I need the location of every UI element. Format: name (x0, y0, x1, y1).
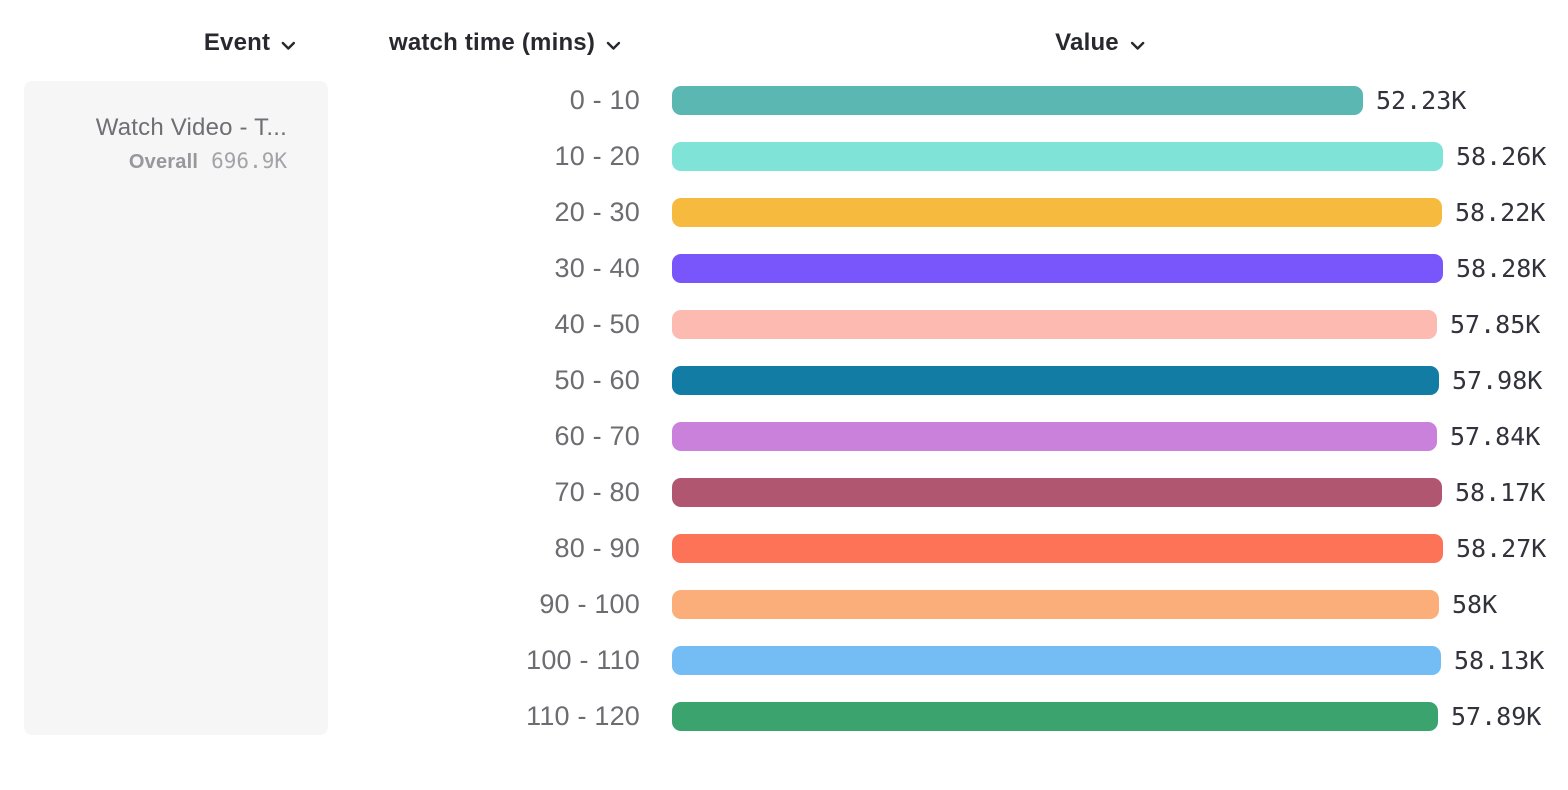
column-header-event-label: Event (203, 28, 271, 56)
value-bar[interactable] (672, 645, 1441, 675)
bar-value-label: 58.28K (1456, 253, 1547, 283)
bar-row: 30 - 40 58.28K (420, 240, 1568, 296)
bucket-label: 70 - 80 (554, 476, 640, 507)
bar-row: 70 - 80 58.17K (420, 464, 1568, 520)
overall-label: Overall (128, 151, 199, 173)
event-overall-row: Overall 696.9K (44, 149, 287, 174)
bar-value-label: 57.84K (1450, 421, 1541, 451)
value-bar[interactable] (672, 141, 1443, 171)
bar-value-label: 57.98K (1452, 365, 1543, 395)
bar-row: 10 - 20 58.26K (420, 128, 1568, 184)
bar-value-label: 57.89K (1451, 701, 1542, 731)
column-header-breakdown[interactable]: watch time (mins) (389, 27, 621, 58)
bar-row: 50 - 60 57.98K (420, 352, 1568, 408)
event-title: Watch Video - T... (95, 114, 287, 141)
bucket-label: 0 - 10 (569, 84, 640, 115)
value-bar[interactable] (672, 309, 1437, 339)
bucket-label: 30 - 40 (554, 252, 640, 283)
chevron-down-icon (281, 30, 296, 58)
bar-value-label: 58.27K (1456, 533, 1547, 563)
bucket-label: 40 - 50 (554, 308, 640, 339)
bar-value-label: 58.22K (1455, 197, 1546, 227)
value-bar[interactable] (672, 589, 1439, 619)
bar-value-label: 58.13K (1454, 645, 1545, 675)
event-summary-card: Watch Video - T... Overall 696.9K (24, 81, 328, 735)
overall-value: 696.9K (211, 149, 287, 173)
bucket-label: 110 - 120 (526, 700, 640, 731)
value-bar[interactable] (672, 85, 1363, 115)
chevron-down-icon (606, 30, 621, 58)
bar-row: 40 - 50 57.85K (420, 296, 1568, 352)
column-header-breakdown-label: watch time (mins) (388, 28, 596, 56)
value-bar[interactable] (672, 701, 1438, 731)
bucket-label: 50 - 60 (554, 364, 640, 395)
bar-row: 100 - 110 58.13K (420, 632, 1568, 688)
chevron-down-icon (1130, 30, 1145, 58)
bucket-label: 80 - 90 (554, 532, 640, 563)
bar-chart: 0 - 10 52.23K 10 - 20 58.26K 20 - 30 58.22K 30… (420, 72, 1568, 744)
bar-value-label: 58K (1452, 589, 1498, 619)
bar-row: 110 - 120 57.89K (420, 688, 1568, 744)
value-bar[interactable] (672, 197, 1442, 227)
column-header-value-label: Value (1055, 28, 1119, 56)
value-bar[interactable] (672, 365, 1439, 395)
bar-value-label: 58.17K (1455, 477, 1546, 507)
bucket-label: 10 - 20 (554, 140, 640, 171)
bar-value-label: 52.23K (1376, 85, 1467, 115)
bar-row: 0 - 10 52.23K (420, 72, 1568, 128)
value-bar[interactable] (672, 477, 1442, 507)
bucket-label: 60 - 70 (554, 420, 640, 451)
value-bar[interactable] (672, 253, 1443, 283)
bucket-label: 100 - 110 (526, 644, 640, 675)
column-header-value[interactable]: Value (1055, 27, 1145, 58)
bar-row: 60 - 70 57.84K (420, 408, 1568, 464)
bucket-label: 20 - 30 (554, 196, 640, 227)
bucket-label: 90 - 100 (539, 588, 640, 619)
column-header-event[interactable]: Event (204, 27, 296, 58)
bar-value-label: 58.26K (1456, 141, 1547, 171)
bar-value-label: 57.85K (1450, 309, 1541, 339)
value-bar[interactable] (672, 421, 1437, 451)
bar-row: 20 - 30 58.22K (420, 184, 1568, 240)
bar-row: 80 - 90 58.27K (420, 520, 1568, 576)
bar-row: 90 - 100 58K (420, 576, 1568, 632)
value-bar[interactable] (672, 533, 1443, 563)
